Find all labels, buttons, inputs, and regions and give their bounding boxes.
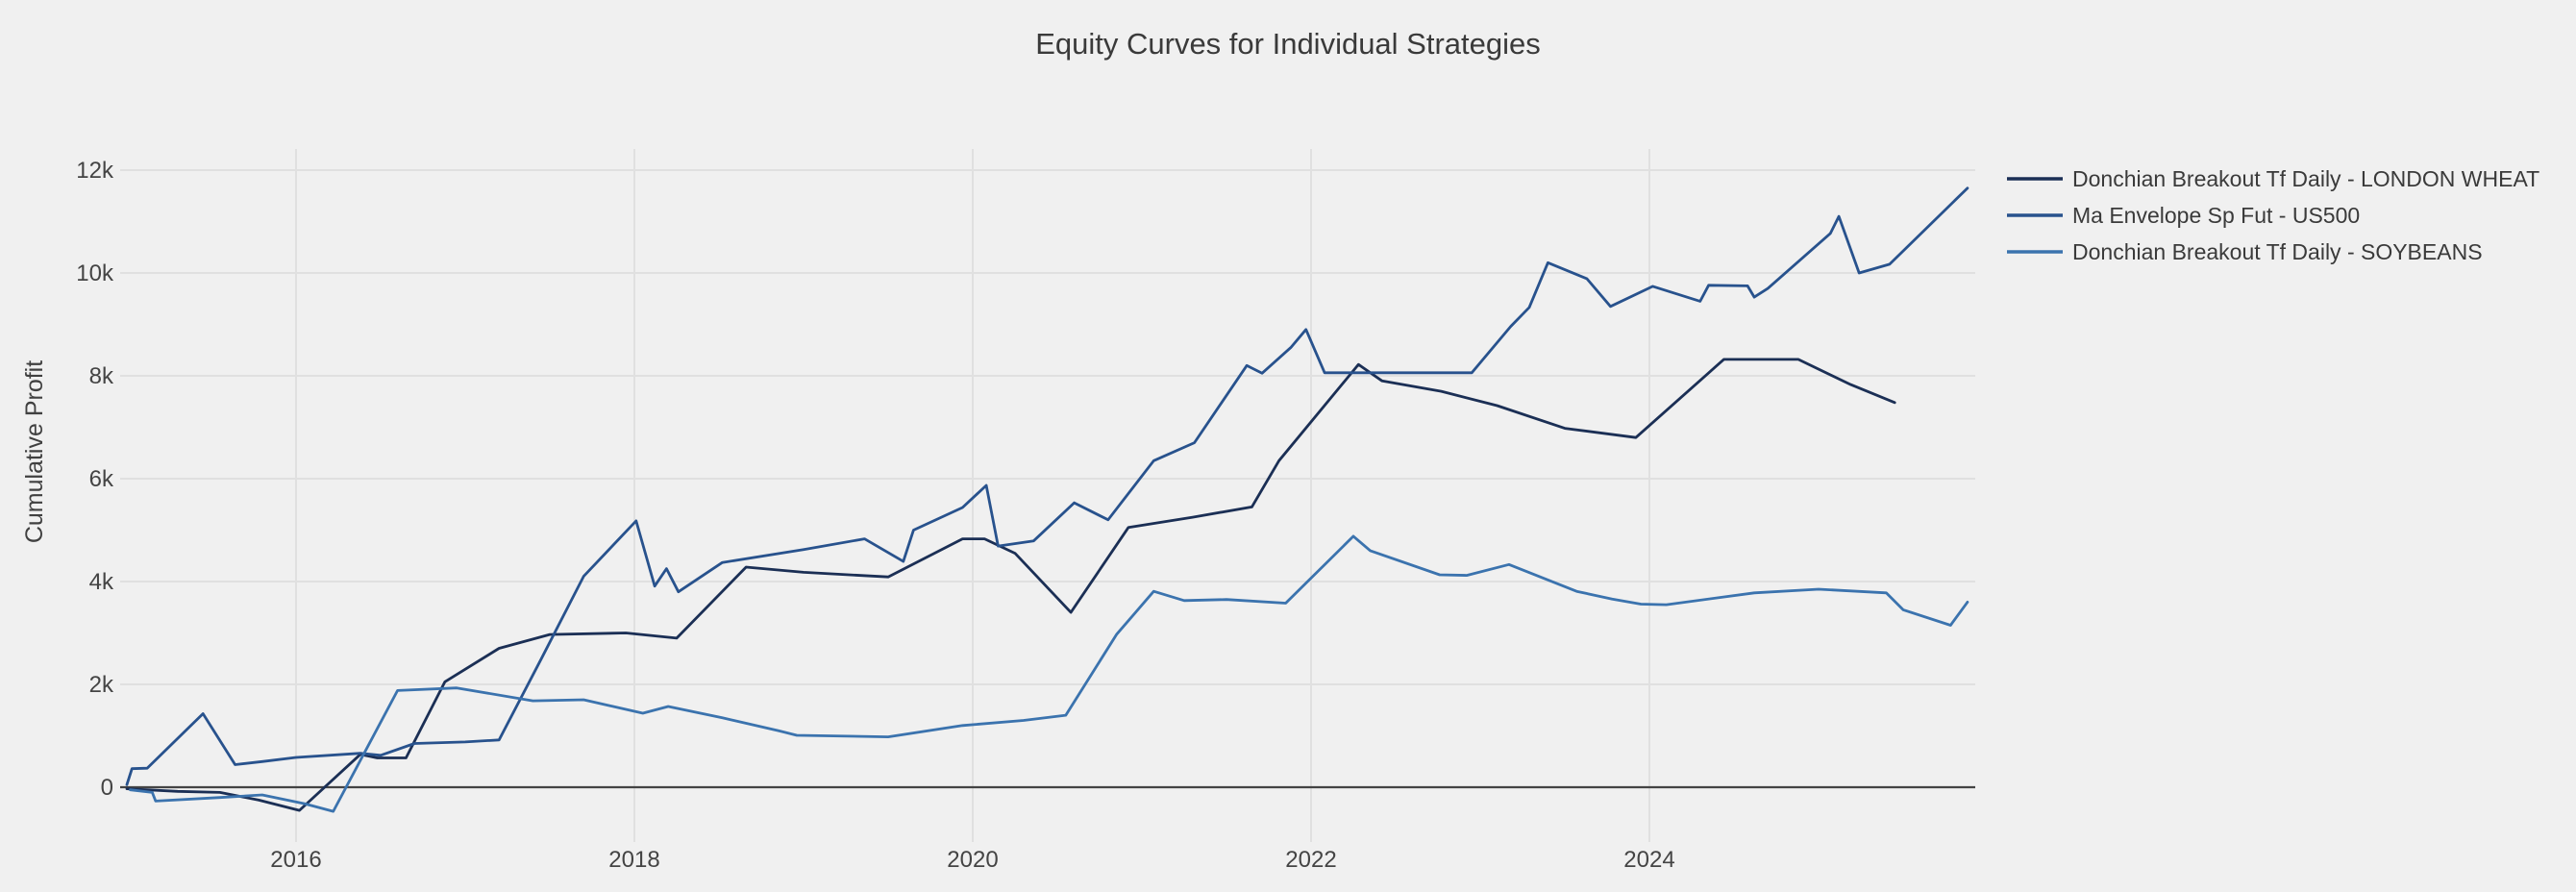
y-tick-label: 10k [76, 260, 114, 286]
series-line-wheat[interactable] [125, 358, 1896, 812]
legend: Donchian Breakout Tf Daily - LONDON WHEA… [2007, 166, 2539, 264]
series-line-us500[interactable] [125, 186, 1969, 786]
x-tick-label: 2022 [1285, 847, 1336, 873]
legend-item-us500[interactable]: Ma Envelope Sp Fut - US500 [2007, 203, 2360, 228]
chart-title: Equity Curves for Individual Strategies [1035, 27, 1541, 61]
x-tick-label: 2024 [1623, 847, 1674, 873]
x-tick-label: 2020 [947, 847, 998, 873]
y-tick-label: 6k [89, 466, 114, 492]
legend-label: Ma Envelope Sp Fut - US500 [2072, 203, 2360, 228]
x-tick-label: 2018 [608, 847, 659, 873]
series-line-soybeans[interactable] [129, 534, 1969, 813]
y-tick-label: 8k [89, 363, 114, 389]
y-tick-label: 4k [89, 569, 114, 595]
legend-item-wheat[interactable]: Donchian Breakout Tf Daily - LONDON WHEA… [2007, 166, 2539, 191]
plot-area[interactable] [120, 85, 1975, 842]
y-tick-label: 0 [101, 775, 113, 801]
y-tick-label: 12k [76, 158, 114, 184]
legend-label: Donchian Breakout Tf Daily - SOYBEANS [2072, 239, 2483, 264]
legend-label: Donchian Breakout Tf Daily - LONDON WHEA… [2072, 166, 2539, 191]
y-axis-title: Cumulative Profit [21, 360, 48, 543]
y-tick-label: 2k [89, 672, 114, 698]
legend-item-soybeans[interactable]: Donchian Breakout Tf Daily - SOYBEANS [2007, 239, 2483, 264]
x-tick-label: 2016 [270, 847, 321, 873]
